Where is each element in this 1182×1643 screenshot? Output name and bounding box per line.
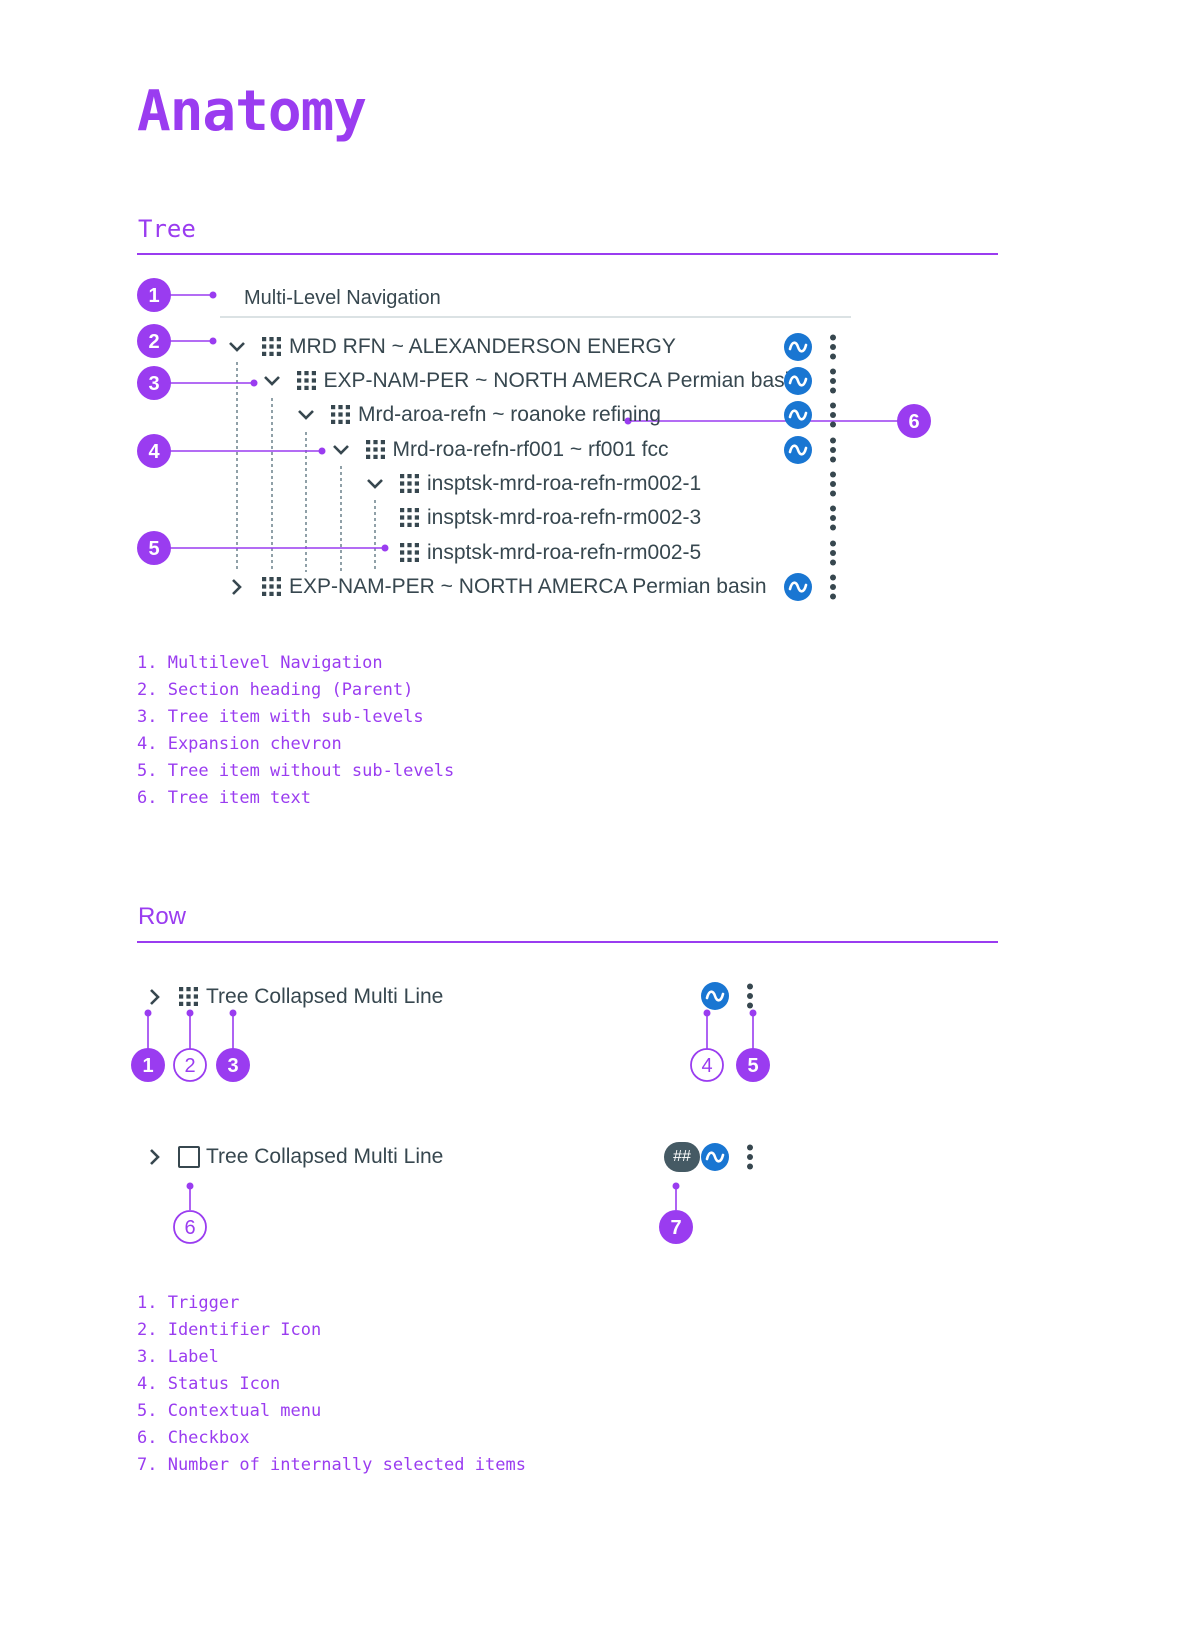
row-callout-2-number: 2 [184,1055,195,1077]
chevron-down-icon[interactable] [366,475,384,493]
tree-callout-2: 2 [137,324,171,358]
tree-legend-item: 2. Section heading (Parent) [137,680,414,700]
chevron-down-icon[interactable] [263,372,281,390]
row-legend-item: 3. Label [137,1347,219,1367]
grid-icon [297,371,316,390]
kebab-menu-icon[interactable] [829,505,837,531]
tree-section-divider [137,253,998,255]
row-legend-item: 4. Status Icon [137,1374,281,1394]
row-callout-3: 3 [216,1048,250,1082]
grid-icon [179,987,198,1006]
grid-icon [366,440,385,459]
wave-status-icon [783,572,813,602]
row-callout-1-number: 1 [142,1055,153,1077]
tree-callout-4: 4 [137,434,171,468]
tree-legend: 1. Multilevel Navigation 2. Section head… [137,650,454,812]
row-callout-6-number: 6 [184,1217,195,1239]
kebab-menu-icon[interactable] [829,540,837,566]
row-callout-4: 4 [690,1048,724,1082]
tree-legend-item: 3. Tree item with sub-levels [137,707,424,727]
chevron-right-icon[interactable] [146,988,164,1006]
row-callout-7: 7 [659,1210,693,1244]
row-callout-7-number: 7 [670,1217,681,1239]
kebab-menu-icon[interactable] [829,334,837,360]
tree-callout-4-number: 4 [148,441,160,463]
row-callout-4-number: 4 [701,1055,712,1077]
tree-item-label[interactable]: insptsk-mrd-roa-refn-rm002-1 [427,472,702,495]
row-section-heading: Row [138,903,187,930]
row-callout-1: 1 [131,1048,165,1082]
row-section-divider [137,941,998,943]
tree-callout-3: 3 [137,366,171,400]
tree-item-label[interactable]: Mrd-roa-refn-rf001 ~ rf001 fcc [392,438,669,461]
tree-item-label[interactable]: insptsk-mrd-roa-refn-rm002-3 [427,506,702,529]
grid-icon [262,577,281,596]
wave-status-icon [783,332,813,362]
grid-icon [400,508,419,527]
row-legend-item: 7. Number of internally selected items [137,1455,526,1475]
row-legend-item: 2. Identifier Icon [137,1320,322,1340]
tree-annotation-lines [170,291,898,572]
tree-legend-item: 1. Multilevel Navigation [137,653,383,673]
row-callout-5-number: 5 [747,1055,758,1077]
tree-item-label[interactable]: Mrd-aroa-refn ~ roanoke refining [358,403,661,426]
chevron-down-icon[interactable] [332,441,350,459]
tree-legend-item: 4. Expansion chevron [137,734,342,754]
tree-item-label[interactable]: MRD RFN ~ ALEXANDERSON ENERGY [289,335,676,358]
page-title: Anatomy [137,79,367,144]
chevron-right-icon[interactable] [146,1148,164,1166]
row2-label[interactable]: Tree Collapsed Multi Line [206,1145,444,1168]
tree-section-heading: Tree [138,215,196,243]
tree-callout-5: 5 [137,531,171,565]
row-callout-3-number: 3 [227,1055,238,1077]
tree-callout-6-number: 6 [908,411,919,433]
tree-callout-1-number: 1 [148,285,159,307]
row1-label[interactable]: Tree Collapsed Multi Line [206,985,444,1008]
tree-legend-item: 5. Tree item without sub-levels [137,761,455,781]
grid-icon [400,543,419,562]
row-callout-6: 6 [173,1210,207,1244]
chevron-right-icon[interactable] [228,578,246,596]
kebab-menu-icon[interactable] [829,402,837,428]
checkbox-icon[interactable] [178,1146,200,1168]
tree-item-label[interactable]: EXP-NAM-PER ~ NORTH AMERCA Permian basin [323,369,802,392]
tree-callout-6: 6 [897,404,931,438]
selected-count-badge: ## [664,1142,700,1172]
tree-legend-item: 6. Tree item text [137,788,311,808]
grid-icon [331,405,350,424]
tree-callout-3-number: 3 [148,373,159,395]
row-legend: 1. Trigger 2. Identifier Icon 3. Label 4… [137,1290,526,1479]
tree-item-label[interactable]: EXP-NAM-PER ~ NORTH AMERCA Permian basin [289,575,767,598]
grid-icon [262,337,281,356]
row1-annotation-lines [144,1009,757,1049]
tree-callout-5-number: 5 [148,538,159,560]
multi-level-navigation-label: Multi-Level Navigation [244,287,441,309]
kebab-menu-icon[interactable] [829,471,837,497]
wave-status-icon [783,435,813,465]
wave-status-icon [783,400,813,430]
chevron-down-icon[interactable] [228,338,246,356]
wave-status-icon [700,1142,730,1172]
tree-item-label[interactable]: insptsk-mrd-roa-refn-rm002-5 [427,541,702,564]
wave-status-icon [783,366,813,396]
row-legend-item: 6. Checkbox [137,1428,250,1448]
row-callout-5: 5 [736,1048,770,1082]
row-legend-item: 1. Trigger [137,1293,240,1313]
kebab-menu-icon[interactable] [829,437,837,463]
row-legend-item: 5. Contextual menu [137,1401,322,1421]
row-callout-2: 2 [173,1048,207,1082]
kebab-menu-icon[interactable] [829,574,837,600]
chevron-down-icon[interactable] [297,406,315,424]
grid-icon [400,474,419,493]
tree-callout-2-number: 2 [148,331,159,353]
kebab-menu-icon[interactable] [746,1144,754,1170]
tree-callout-1: 1 [137,278,171,312]
row2-annotation-lines [186,1182,680,1210]
kebab-menu-icon[interactable] [829,368,837,394]
